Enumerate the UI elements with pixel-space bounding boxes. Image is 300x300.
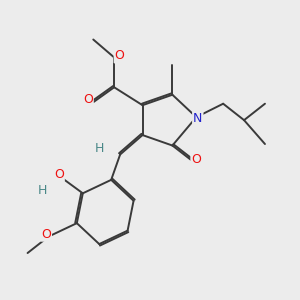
Text: N: N: [193, 112, 203, 125]
Text: H: H: [94, 142, 104, 155]
Text: O: O: [115, 50, 124, 62]
Text: O: O: [83, 93, 93, 106]
Text: O: O: [191, 153, 201, 167]
Text: H: H: [38, 184, 47, 197]
Text: O: O: [54, 168, 64, 181]
Text: O: O: [41, 228, 51, 241]
